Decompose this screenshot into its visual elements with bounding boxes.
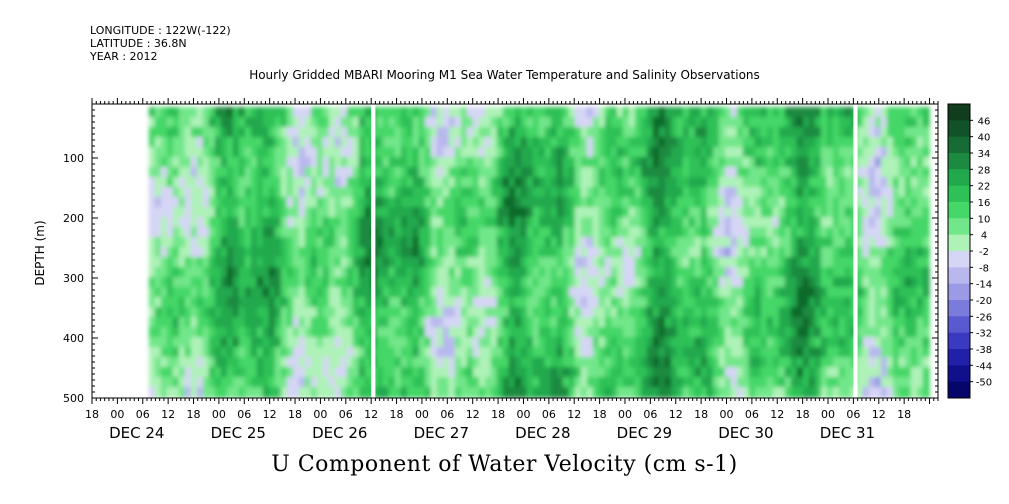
- x-hour-tick-label: 00: [821, 408, 835, 421]
- colorbar-label: 28: [978, 165, 991, 176]
- colorbar-swatch: [948, 365, 970, 383]
- x-hour-tick-label: 12: [364, 408, 378, 421]
- colorbar-swatch: [948, 283, 970, 301]
- longitude-label: LONGITUDE : 122W(-122): [90, 24, 231, 37]
- x-hour-tick-label: 06: [237, 408, 251, 421]
- x-hour-tick-label: 00: [110, 408, 124, 421]
- x-hour-tick-label: 12: [872, 408, 886, 421]
- x-date-label: DEC 28: [515, 424, 570, 442]
- x-hour-tick-label: 06: [643, 408, 657, 421]
- colorbar-swatch: [948, 267, 970, 285]
- colorbar-swatch: [948, 120, 970, 138]
- y-tick-label: 100: [63, 152, 84, 165]
- colorbar-swatch: [948, 202, 970, 219]
- data-gap: [853, 104, 858, 398]
- colorbar-label: 40: [978, 133, 991, 144]
- colorbar-swatch: [948, 234, 970, 252]
- colorbar-swatch: [948, 169, 970, 187]
- x-hour-tick-label: 18: [897, 408, 911, 421]
- x-hour-tick-label: 06: [339, 408, 353, 421]
- x-hour-tick-label: 06: [846, 408, 860, 421]
- x-hour-tick-label: 18: [491, 408, 505, 421]
- x-date-label: DEC 31: [820, 424, 875, 442]
- colorbar-label: -32: [976, 329, 992, 340]
- x-hour-tick-label: 00: [618, 408, 632, 421]
- colorbar-swatch: [948, 251, 970, 268]
- colorbar-swatch: [948, 104, 970, 121]
- colorbar-swatch: [948, 185, 970, 203]
- x-hour-tick-label: 12: [669, 408, 683, 421]
- colorbar-label: -20: [976, 296, 992, 307]
- x-hour-tick-label: 00: [212, 408, 226, 421]
- x-hour-tick-label: 00: [415, 408, 429, 421]
- x-hour-tick-label: 18: [796, 408, 810, 421]
- colorbar-label: -2: [979, 247, 989, 258]
- colorbar-swatch: [948, 153, 970, 170]
- y-axis-label: DEPTH (m): [33, 220, 47, 285]
- x-hour-tick-label: 00: [516, 408, 530, 421]
- colorbar-swatch: [948, 349, 970, 366]
- x-date-label: DEC 29: [617, 424, 672, 442]
- x-hour-tick-label: 00: [720, 408, 734, 421]
- x-hour-tick-label: 18: [85, 408, 99, 421]
- x-hour-tick-label: 06: [542, 408, 556, 421]
- colorbar-swatch: [948, 332, 970, 350]
- x-hour-tick-label: 18: [593, 408, 607, 421]
- colorbar-swatch: [948, 316, 970, 334]
- colorbar-swatch: [948, 218, 970, 236]
- colorbar-label: 46: [978, 116, 991, 127]
- x-hour-tick-label: 06: [136, 408, 150, 421]
- x-hour-tick-label: 12: [466, 408, 480, 421]
- y-tick-label: 400: [63, 332, 84, 345]
- x-hour-tick-label: 12: [770, 408, 784, 421]
- colorbar-label: -26: [976, 312, 992, 323]
- x-hour-tick-label: 06: [440, 408, 454, 421]
- colorbar-swatch: [948, 136, 970, 154]
- x-date-label: DEC 26: [312, 424, 367, 442]
- colorbar-label: 10: [978, 214, 991, 225]
- x-hour-tick-label: 18: [694, 408, 708, 421]
- x-date-label: DEC 25: [211, 424, 266, 442]
- y-tick-label: 300: [63, 272, 84, 285]
- colorbar-label: -44: [976, 361, 992, 372]
- x-hour-tick-label: 18: [288, 408, 302, 421]
- colorbar-label: 22: [978, 182, 991, 193]
- colorbar-label: 4: [981, 231, 987, 242]
- year-label: YEAR : 2012: [90, 50, 158, 63]
- x-hour-tick-label: 12: [263, 408, 277, 421]
- x-date-label: DEC 30: [718, 424, 773, 442]
- velocity-field: [148, 107, 930, 398]
- x-date-label: DEC 27: [414, 424, 469, 442]
- x-hour-tick-label: 12: [567, 408, 581, 421]
- colorbar-label: -50: [976, 378, 992, 389]
- y-tick-label: 200: [63, 212, 84, 225]
- colorbar-swatch: [948, 381, 970, 399]
- colorbar-label: -8: [979, 263, 989, 274]
- colorbar-label: -38: [976, 345, 992, 356]
- x-hour-tick-label: 06: [745, 408, 759, 421]
- y-tick-label: 500: [63, 392, 84, 405]
- x-hour-tick-label: 18: [390, 408, 404, 421]
- x-date-label: DEC 24: [109, 424, 164, 442]
- latitude-label: LATITUDE : 36.8N: [90, 37, 187, 50]
- chart-title: Hourly Gridded MBARI Mooring M1 Sea Wate…: [249, 68, 760, 82]
- colorbar-label: -14: [976, 280, 992, 291]
- x-hour-tick-label: 00: [313, 408, 327, 421]
- x-axis-label: U Component of Water Velocity (cm s-1): [271, 452, 738, 477]
- x-hour-tick-label: 18: [187, 408, 201, 421]
- colorbar-swatch: [948, 300, 970, 317]
- x-hour-tick-label: 12: [161, 408, 175, 421]
- colorbar-label: 34: [978, 149, 991, 160]
- data-gap: [371, 104, 376, 398]
- colorbar-label: 16: [978, 198, 991, 209]
